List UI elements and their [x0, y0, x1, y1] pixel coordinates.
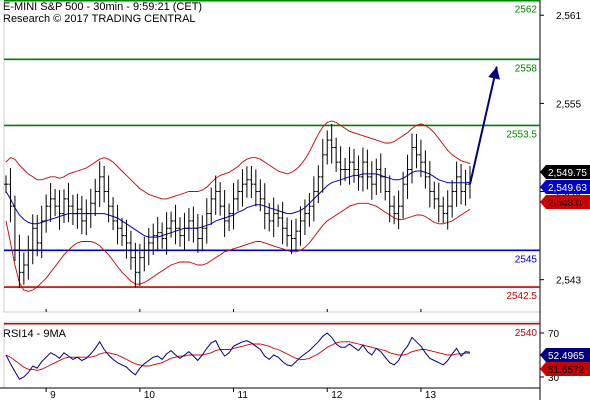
level-label-2540: 2540 — [515, 328, 538, 339]
x-tick-label: 10 — [144, 390, 156, 400]
rsi-tag-label-1: 51.6572 — [548, 365, 585, 376]
x-tick-label: 13 — [425, 390, 437, 400]
level-label-2553.5: 2553.5 — [506, 129, 537, 140]
price-tick-label: 2,543 — [556, 276, 581, 287]
price-tag-ma — [540, 180, 590, 194]
chart-title: E-MINI S&P 500 - 30min - 9:59:21 (CET) — [3, 1, 203, 13]
price-tag-last — [540, 165, 590, 179]
level-label-2545: 2545 — [515, 254, 538, 265]
price-panel-frame — [3, 1, 541, 313]
bollinger-lower-line — [5, 202, 471, 292]
rsi-panel-frame — [3, 321, 541, 389]
rsi-line — [5, 332, 471, 380]
rsi-tag-label-0: 52.4965 — [548, 351, 585, 362]
x-tick-label: 12 — [331, 390, 343, 400]
level-label-2558: 2558 — [515, 63, 538, 74]
rsi-tick-label: 30 — [548, 373, 560, 384]
price-tick-label: 2,561 — [556, 11, 581, 22]
price-tag-label-ma: 2,549.63 — [548, 183, 587, 194]
rsi-tag-0 — [540, 348, 590, 362]
price-tag-label-band: 2,548.0 — [548, 198, 582, 209]
bollinger-upper-line — [5, 120, 471, 200]
x-tick-label: 9 — [50, 390, 56, 400]
moving-average-line — [5, 170, 471, 238]
copyright-notice: Research © 2017 TRADING CENTRAL — [3, 13, 196, 25]
x-tick-label: 11 — [238, 390, 249, 400]
level-label-2562: 2562 — [515, 5, 538, 16]
price-tag-label-last: 2,549.75 — [548, 168, 587, 179]
rsi-tag-1 — [540, 362, 590, 376]
rsi-title: RSI14 - 9MA — [3, 328, 66, 340]
rsi-ma-line — [5, 341, 470, 371]
rsi-tick-label: 70 — [548, 329, 560, 340]
price-tag-band — [540, 195, 590, 209]
forecast-arrow-shaft — [469, 66, 498, 185]
forecast-arrow-head — [488, 66, 500, 80]
price-tick-label: 2,555 — [556, 99, 581, 110]
level-label-2542.5: 2542.5 — [506, 291, 537, 302]
